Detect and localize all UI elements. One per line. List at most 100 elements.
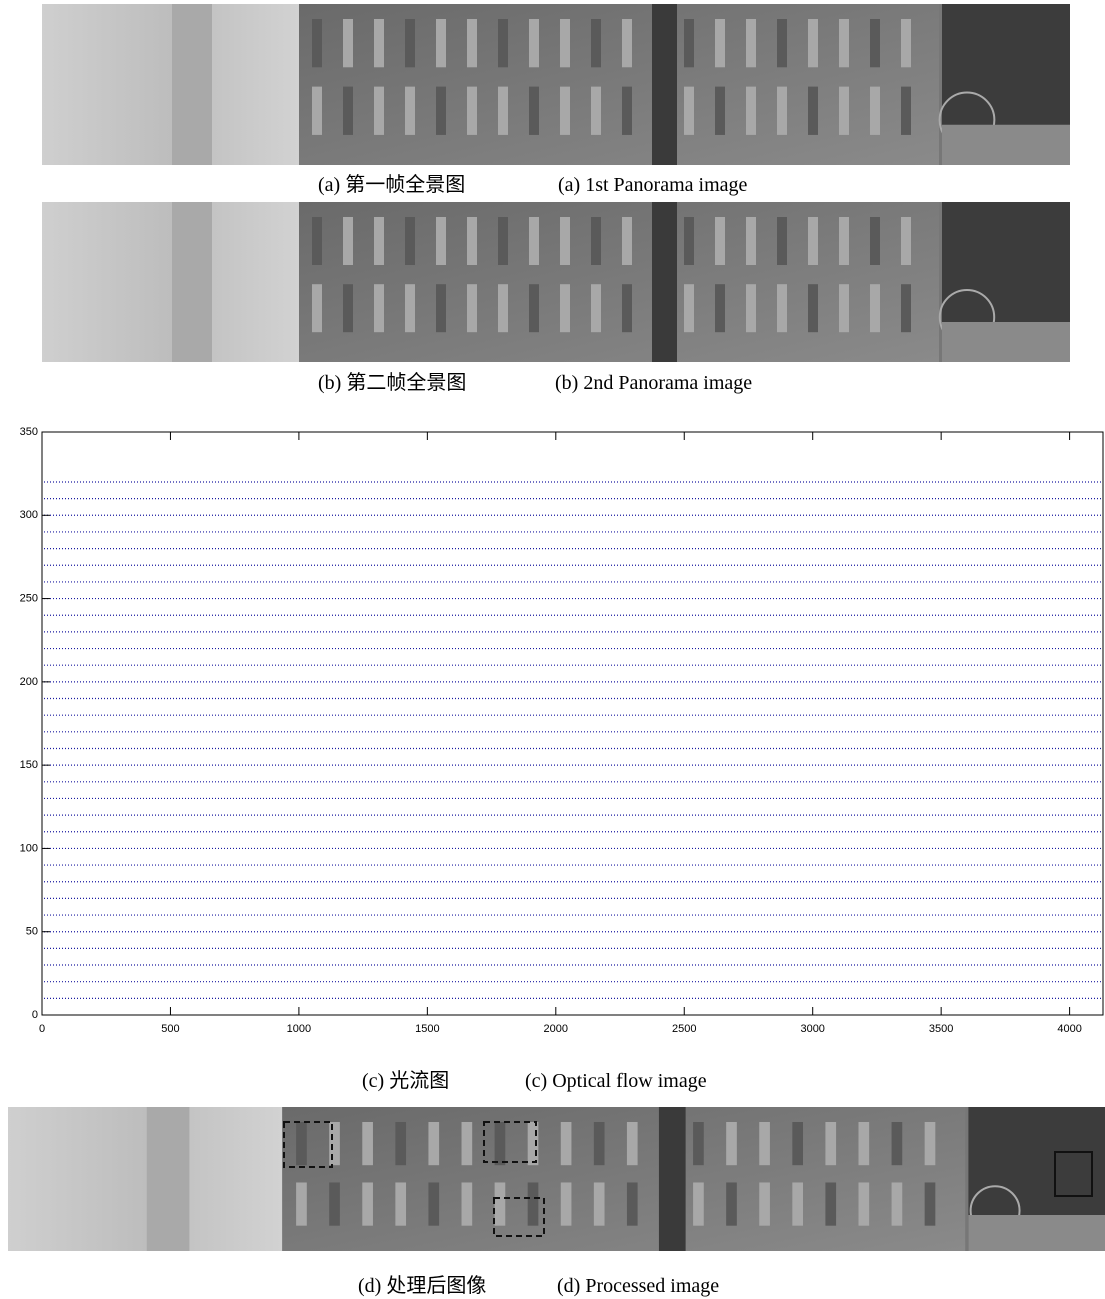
window (529, 217, 539, 265)
window (715, 217, 725, 265)
window (626, 1122, 638, 1166)
pillar (172, 4, 212, 165)
x-tick-label: 4000 (1057, 1023, 1081, 1035)
fog-region (42, 202, 299, 362)
window (312, 217, 322, 265)
window (777, 284, 787, 333)
window (808, 19, 818, 68)
dark-column (652, 4, 677, 165)
pillar (172, 202, 212, 362)
x-tick-label: 2500 (672, 1023, 696, 1035)
window (684, 217, 694, 265)
window (622, 86, 632, 135)
window (759, 1182, 770, 1226)
panorama-image (8, 1107, 1105, 1251)
window (560, 217, 570, 265)
window (792, 1122, 804, 1166)
window (870, 86, 880, 135)
highlight-box (493, 1197, 545, 1237)
window (405, 86, 415, 135)
window (467, 284, 477, 333)
window (626, 1182, 638, 1226)
window (498, 19, 508, 68)
window (374, 217, 384, 265)
highlight-box (483, 1121, 537, 1163)
x-tick-label: 3000 (800, 1023, 824, 1035)
window (395, 1122, 407, 1166)
window (715, 284, 725, 333)
x-tick-label: 2000 (544, 1023, 568, 1035)
window (498, 284, 508, 333)
window (591, 86, 601, 135)
window (374, 86, 384, 135)
window (591, 217, 601, 265)
window (777, 19, 787, 68)
panorama-image (42, 202, 1070, 362)
foliage (942, 322, 1070, 362)
window (901, 284, 911, 333)
window (901, 19, 911, 68)
window (527, 1182, 539, 1226)
window (870, 217, 880, 265)
window (560, 284, 570, 333)
y-tick-label: 300 (20, 509, 38, 521)
window (684, 19, 694, 68)
window (746, 217, 756, 265)
caption-en: (a) 1st Panorama image (558, 174, 747, 196)
window (759, 1122, 770, 1166)
window (891, 1122, 903, 1166)
dark-column (652, 202, 677, 362)
window (436, 284, 446, 333)
y-tick-label: 350 (20, 426, 38, 438)
window (436, 217, 446, 265)
caption-en: (c) Optical flow image (525, 1070, 707, 1092)
window (560, 86, 570, 135)
dark-column (658, 1107, 686, 1251)
window (825, 1122, 837, 1166)
x-tick-label: 1500 (415, 1023, 439, 1035)
window (362, 1122, 373, 1166)
window (461, 1182, 473, 1226)
caption-cn: (c) 光流图 (362, 1069, 449, 1092)
window (622, 217, 632, 265)
window (374, 19, 384, 68)
y-tick-label: 100 (20, 842, 38, 854)
caption-cn: (d) 处理后图像 (358, 1274, 486, 1297)
window (693, 1122, 704, 1166)
fog-region (8, 1107, 283, 1251)
window (560, 1182, 572, 1226)
window (593, 1182, 605, 1226)
fog-region (42, 4, 299, 165)
window (329, 1122, 340, 1166)
x-tick-label: 3500 (929, 1023, 953, 1035)
foliage (968, 1215, 1105, 1251)
window (529, 86, 539, 135)
window (593, 1122, 605, 1166)
window (622, 19, 632, 68)
images (8, 4, 1105, 1251)
window (839, 86, 849, 135)
window (870, 284, 880, 333)
window (405, 284, 415, 333)
window (329, 1182, 340, 1226)
window (312, 284, 322, 333)
window (467, 86, 477, 135)
x-tick-label: 0 (39, 1023, 45, 1035)
window (428, 1122, 440, 1166)
window (529, 284, 539, 333)
window (591, 284, 601, 333)
caption-en: (b) 2nd Panorama image (555, 372, 752, 394)
window (343, 19, 353, 68)
window (825, 1182, 837, 1226)
window (395, 1182, 407, 1226)
caption-en: (d) Processed image (557, 1275, 719, 1297)
window (312, 86, 322, 135)
window (746, 19, 756, 68)
window (428, 1182, 440, 1226)
window (529, 19, 539, 68)
window (684, 284, 694, 333)
plot-frame (41, 431, 1104, 1016)
y-tick-label: 50 (26, 926, 38, 938)
y-tick-label: 250 (20, 592, 38, 604)
window (560, 1122, 572, 1166)
